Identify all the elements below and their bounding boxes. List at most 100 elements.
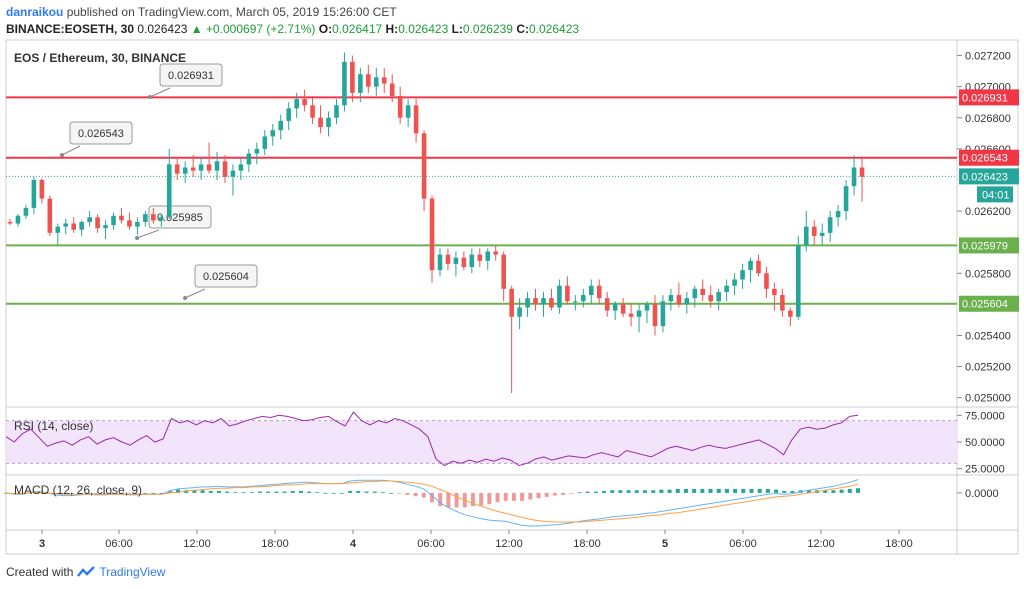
candle-down <box>151 214 156 221</box>
candle-down <box>676 295 682 305</box>
candle-up <box>23 207 29 216</box>
candle-up <box>748 260 753 271</box>
rsi-band <box>6 420 957 464</box>
price-callout <box>194 264 258 288</box>
candle-up <box>803 226 809 246</box>
open-label: O: <box>318 22 333 36</box>
rsi-tick-label: 75.0000 <box>965 410 1005 422</box>
high-label: H: <box>385 22 399 36</box>
close-value: 0.026423 <box>529 22 580 36</box>
candle-up <box>835 211 841 218</box>
macd-histogram-bar <box>110 492 115 494</box>
price-tick-label: 0.026800 <box>965 113 1011 125</box>
macd-histogram-bar <box>233 492 238 494</box>
author-link[interactable]: danraikou <box>6 5 64 19</box>
macd-histogram-bar <box>593 491 598 493</box>
candle-down <box>127 220 132 227</box>
macd-histogram-bar <box>364 491 369 493</box>
candle-up <box>851 167 857 187</box>
candle-down <box>628 313 634 317</box>
candle-up <box>485 251 491 261</box>
candle-down <box>461 257 467 268</box>
candle-up <box>31 179 37 208</box>
macd-histogram-bar <box>126 492 131 494</box>
macd-histogram-bar <box>831 490 836 493</box>
macd-histogram-bar <box>331 492 336 494</box>
candle-up <box>692 288 698 299</box>
candle-up <box>827 217 833 233</box>
macd-histogram-bar <box>118 492 123 494</box>
level-price-label: 0.026543 <box>962 153 1008 165</box>
callout-pointer <box>149 87 171 98</box>
macd-histogram-bar <box>495 492 500 503</box>
time-tick-label: 12:00 <box>807 538 835 550</box>
macd-histogram-bar <box>856 488 860 493</box>
price-tick-label: 0.025800 <box>965 268 1011 280</box>
macd-histogram-bar <box>552 492 557 496</box>
candle-up <box>166 164 172 218</box>
macd-histogram-bar <box>94 492 99 494</box>
candle-up <box>644 304 650 311</box>
price-callout <box>148 205 212 229</box>
macd-histogram-bar <box>356 490 361 493</box>
macd-histogram-bar <box>602 490 607 493</box>
macd-histogram-bar <box>421 492 426 498</box>
macd-histogram-bar <box>339 492 344 494</box>
macd-histogram-bar <box>823 490 828 493</box>
macd-histogram-bar <box>12 492 17 494</box>
candle-up <box>581 295 586 302</box>
callout-pointer <box>136 229 160 239</box>
price-callout <box>159 63 223 87</box>
macd-histogram-bar <box>380 492 385 494</box>
macd-histogram-bar <box>503 492 508 501</box>
candle-down <box>549 298 554 308</box>
candle-down <box>413 105 419 134</box>
candle-up <box>740 270 745 280</box>
candle-up <box>684 298 690 305</box>
tradingview-brand-link[interactable]: TradingView <box>99 565 166 579</box>
time-tick-label: 3 <box>39 538 45 550</box>
macd-histogram-bar <box>389 492 394 494</box>
candle-down <box>772 288 777 296</box>
candle-up <box>135 221 140 227</box>
candle-down <box>310 105 315 118</box>
level-price-badge <box>959 149 1019 166</box>
level-price-badge <box>959 295 1019 312</box>
macd-histogram-bar <box>462 492 467 508</box>
candle-down <box>764 273 769 289</box>
candle-down <box>206 164 212 171</box>
macd-histogram-bar <box>577 492 582 494</box>
macd-histogram-bar <box>782 490 787 493</box>
candle-up <box>469 254 475 268</box>
macd-histogram-bar <box>176 489 181 493</box>
candle-up <box>541 298 546 305</box>
price-change: ▲ +0.000697 (+2.71%) <box>190 22 316 36</box>
candle-up <box>326 117 331 128</box>
price-tick-label: 0.026200 <box>965 206 1011 218</box>
macd-histogram-bar <box>315 492 320 494</box>
macd-histogram-bar <box>151 492 156 494</box>
macd-histogram-bar <box>323 492 328 494</box>
macd-histogram-bar <box>53 492 58 495</box>
macd-histogram-bar <box>61 492 66 495</box>
candle-down <box>501 254 506 289</box>
tradingview-logo-icon <box>77 566 96 577</box>
macd-histogram-bar <box>470 492 475 507</box>
countdown-label: 04:01 <box>982 189 1010 201</box>
candle-up <box>358 74 363 93</box>
macd-histogram-bar <box>184 490 189 493</box>
level-price-label: 0.026931 <box>962 92 1008 104</box>
candle-up <box>79 221 84 230</box>
macd-histogram-bar <box>102 492 107 494</box>
candle-down <box>445 254 451 264</box>
candle-up <box>660 301 666 327</box>
price-tick-label: 0.025000 <box>965 393 1011 405</box>
candle-up <box>238 164 244 171</box>
macd-histogram-bar <box>28 492 33 494</box>
candle-up <box>198 164 204 171</box>
candle-up <box>612 304 618 311</box>
macd-histogram-bar <box>511 492 516 501</box>
level-price-label: 0.025979 <box>962 240 1008 252</box>
candle-down <box>477 254 483 261</box>
